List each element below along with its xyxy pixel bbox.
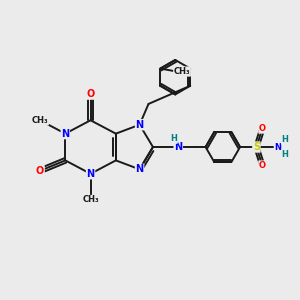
- Text: CH₃: CH₃: [82, 195, 99, 204]
- Text: H: H: [281, 135, 288, 144]
- Text: CH₃: CH₃: [174, 67, 190, 76]
- Text: N: N: [136, 164, 144, 174]
- Text: N: N: [274, 142, 281, 152]
- Text: CH₃: CH₃: [32, 116, 48, 125]
- Text: O: O: [36, 166, 44, 176]
- Text: S: S: [253, 142, 260, 152]
- Text: O: O: [86, 89, 95, 99]
- Text: H: H: [170, 134, 177, 143]
- Text: N: N: [136, 120, 144, 130]
- Text: N: N: [86, 169, 94, 179]
- Text: N: N: [174, 142, 182, 152]
- Text: O: O: [259, 161, 266, 170]
- Text: H: H: [281, 150, 288, 159]
- Text: O: O: [259, 124, 266, 133]
- Text: N: N: [61, 129, 69, 139]
